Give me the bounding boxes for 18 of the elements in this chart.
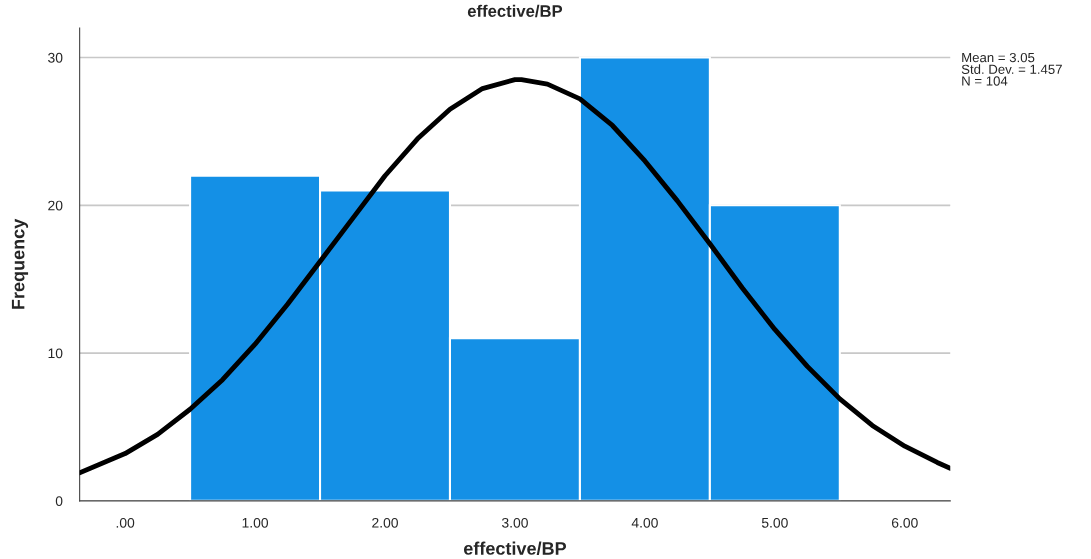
x-tick-label: 4.00 xyxy=(631,517,658,528)
line-series xyxy=(79,77,951,476)
text: Mean = 3.05 xyxy=(962,52,1035,63)
x-tick-label: .00 xyxy=(116,517,135,528)
x-tick-label: 5.00 xyxy=(761,517,788,528)
x-tick-label: 6.00 xyxy=(891,517,918,528)
y-tick-label: 10 xyxy=(48,348,63,359)
text: N = 104 xyxy=(962,76,1008,86)
x-tick-label: 2.00 xyxy=(372,517,398,528)
y-tick-label: 0 xyxy=(55,496,63,507)
x-tick-label: 3.00 xyxy=(501,517,528,528)
x-tick-label: 1.00 xyxy=(242,517,269,528)
x-axis-title: effective/BP xyxy=(463,541,567,556)
text: Std. Dev. = 1.457 xyxy=(961,64,1062,74)
chart-title: effective/BP xyxy=(467,4,563,18)
y-tick-label: 20 xyxy=(48,200,63,211)
y-tick-label: 30 xyxy=(48,52,63,63)
y-axis-title: Frequency xyxy=(11,218,29,309)
